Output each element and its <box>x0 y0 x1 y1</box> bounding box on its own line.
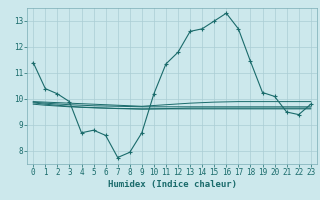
X-axis label: Humidex (Indice chaleur): Humidex (Indice chaleur) <box>108 180 236 189</box>
